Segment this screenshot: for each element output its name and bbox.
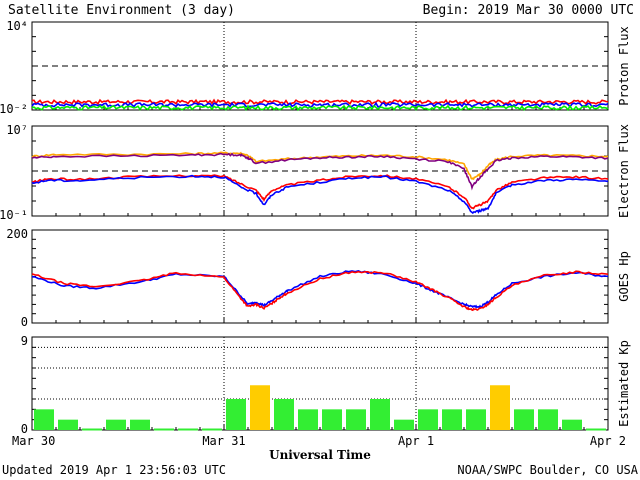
series-line-blue — [31, 174, 609, 215]
kp-bar — [442, 409, 462, 430]
x-tick-label: Mar 30 — [12, 434, 55, 448]
y-axis-label: Proton Flux — [617, 26, 631, 105]
chart-panels: 10⁴ 10⁻² Proton Flux 10⁷ 10⁻¹ Electron Flux 20… — [0, 19, 631, 448]
series-line-purple — [31, 152, 609, 191]
kp-bar — [370, 399, 390, 430]
y-tick-label: 0 — [21, 315, 28, 329]
y-tick-label: 10⁻² — [0, 102, 28, 116]
x-tick-label: Apr 2 — [590, 434, 626, 448]
x-axis-title: Universal Time — [269, 448, 371, 462]
kp-bar — [130, 419, 150, 430]
kp-bar — [394, 419, 414, 430]
y-tick-label: 10⁷ — [6, 123, 28, 137]
y-tick-label: 9 — [21, 334, 28, 348]
begin-time: Begin: 2019 Mar 30 0000 UTC — [423, 3, 634, 18]
y-tick-label: 10⁴ — [6, 19, 28, 33]
kp-bar — [58, 419, 78, 430]
kp-bar — [250, 385, 270, 430]
y-axis-label: Electron Flux — [617, 124, 631, 218]
panel-frame — [31, 21, 609, 111]
series-line-red — [31, 98, 609, 106]
series-line-blue — [31, 269, 609, 309]
y-axis-label: GOES Hp — [617, 251, 631, 302]
series-line-green — [31, 104, 609, 112]
kp-bar — [514, 409, 534, 430]
y-axis-label: Estimated Kp — [617, 340, 631, 427]
updated-timestamp: Updated 2019 Apr 1 23:56:03 UTC — [2, 463, 226, 477]
kp-bar — [226, 399, 246, 430]
kp-bar — [538, 409, 558, 430]
kp-bar — [466, 409, 486, 430]
series-line-red — [31, 270, 609, 312]
kp-bar — [274, 399, 294, 430]
x-tick-label: Mar 31 — [202, 434, 245, 448]
y-tick-label: 200 — [6, 227, 28, 241]
kp-bar — [346, 409, 366, 430]
kp-bar — [322, 409, 342, 430]
panel-frame — [31, 125, 609, 217]
kp-bar — [490, 385, 510, 430]
y-tick-label: 10⁻¹ — [0, 208, 28, 222]
series-line-red — [31, 174, 609, 210]
kp-bar — [562, 419, 582, 430]
kp-bar — [298, 409, 318, 430]
credit-label: NOAA/SWPC Boulder, CO USA — [457, 463, 638, 477]
x-tick-label: Apr 1 — [398, 434, 434, 448]
kp-bar — [34, 409, 54, 430]
kp-bar — [418, 409, 438, 430]
chart-title: Satellite Environment (3 day) — [8, 3, 235, 18]
y-tick-label: 0 — [21, 422, 28, 436]
kp-bar — [106, 419, 126, 430]
